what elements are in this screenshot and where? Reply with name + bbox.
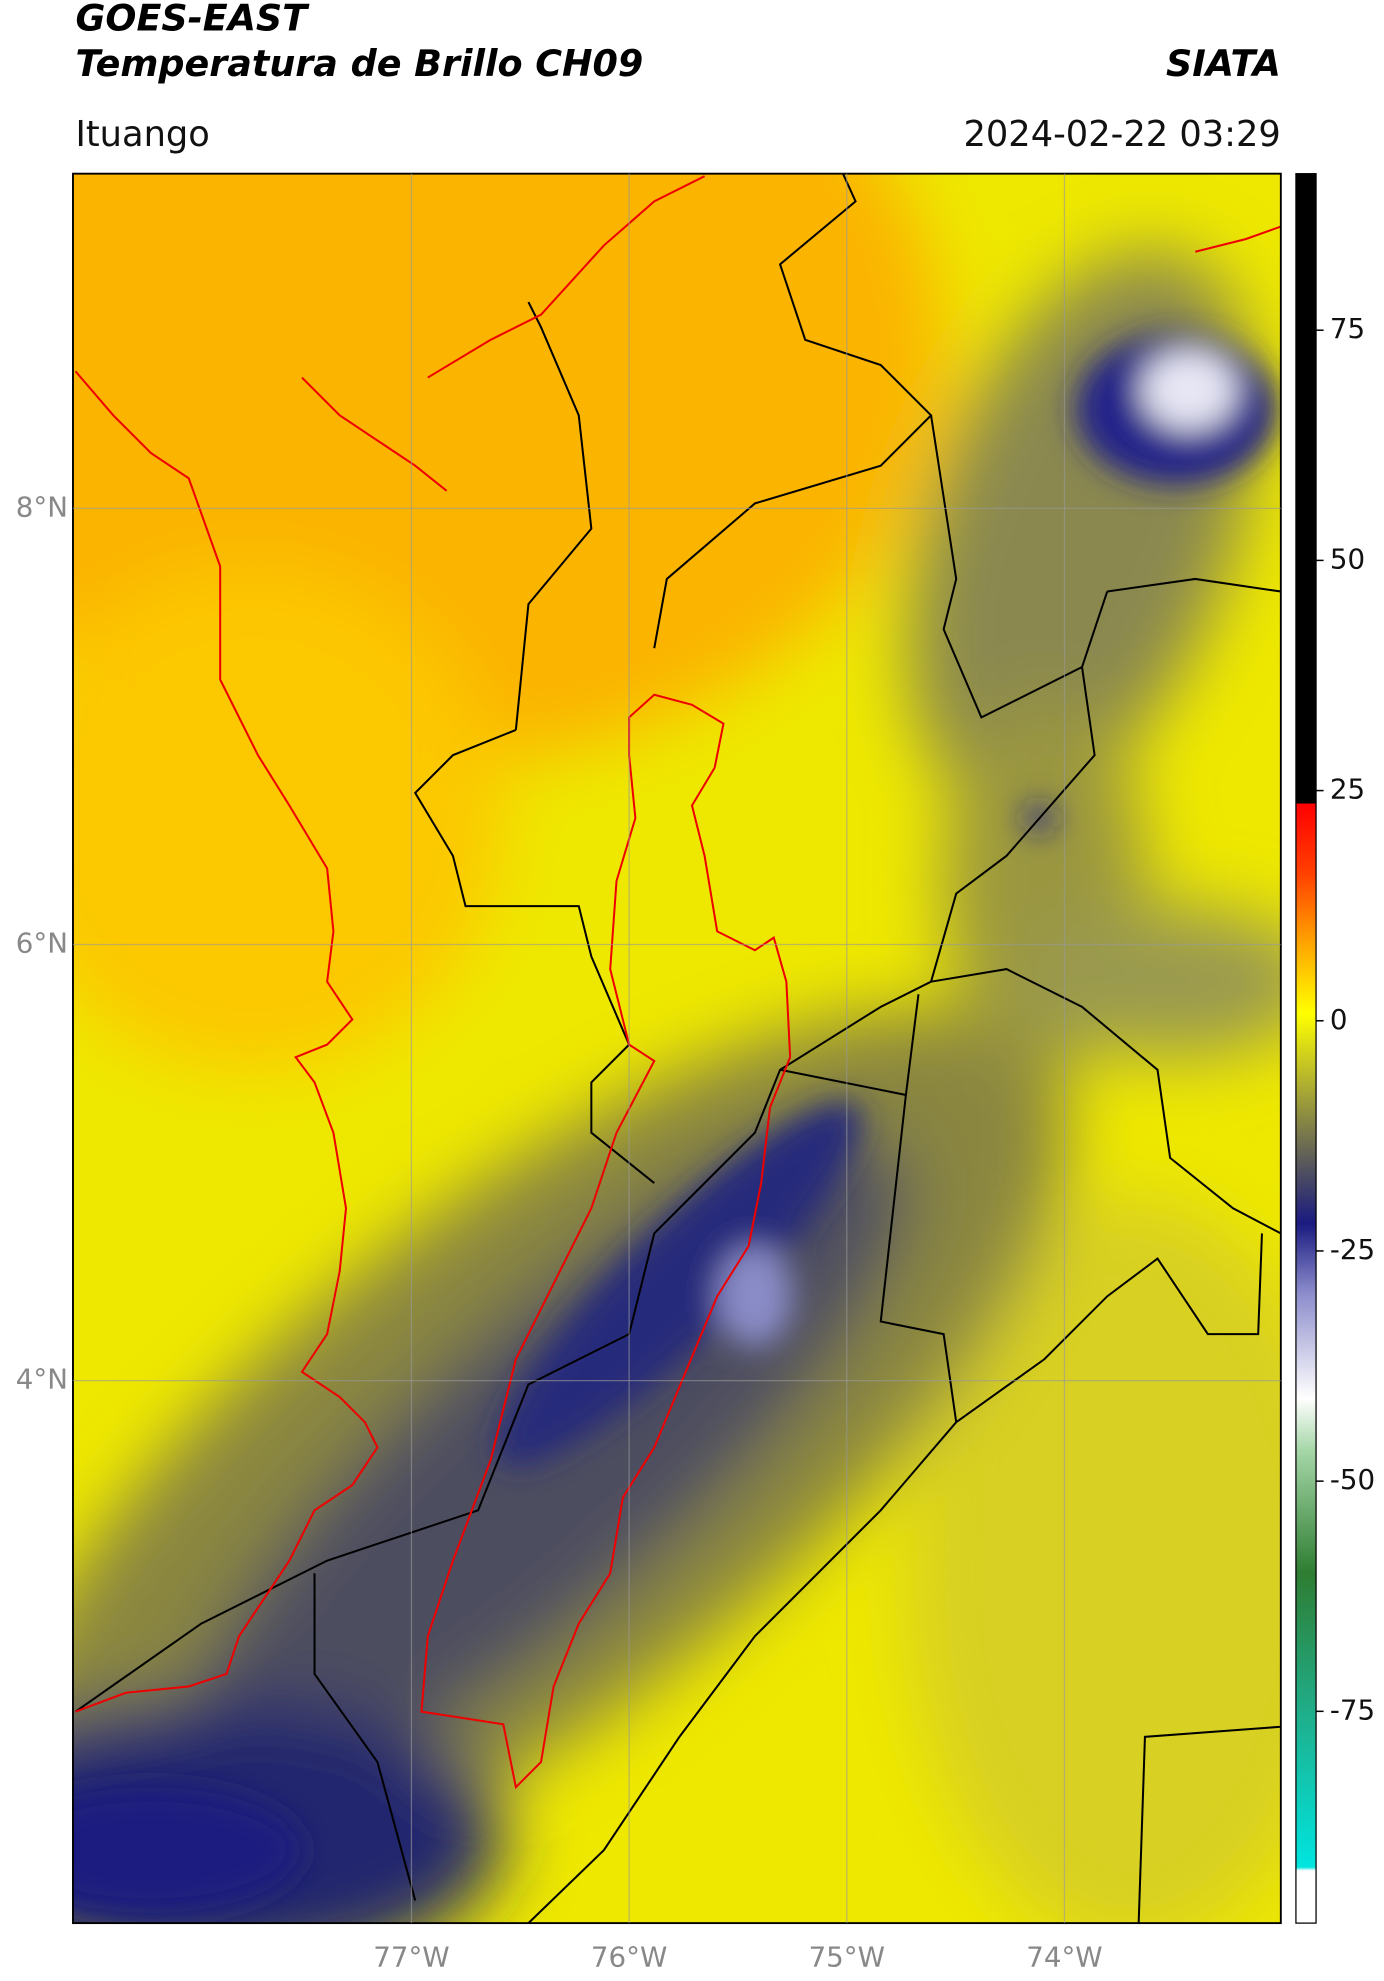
lon-tick-label: 74°W — [1026, 1940, 1102, 1973]
colorbar-tick-label: 75 — [1330, 312, 1365, 345]
datetime: 2024-02-22 03:29 — [964, 114, 1281, 155]
subtitle: Temperatura de Brillo CH09 — [75, 42, 643, 85]
lat-tick-label: 6°N — [16, 926, 68, 959]
map-frame — [72, 172, 1282, 1925]
colorbar-tick-label: -50 — [1330, 1463, 1375, 1496]
colorbar-tick-label: 25 — [1330, 773, 1365, 806]
colorbar-tick-label: -75 — [1330, 1693, 1375, 1726]
lat-tick-label: 4°N — [16, 1363, 68, 1396]
lon-tick-label: 77°W — [373, 1940, 449, 1973]
colorbar-tick-label: -25 — [1330, 1233, 1375, 1266]
colorbar — [1295, 173, 1317, 1924]
lat-tick-label: 8°N — [16, 490, 68, 523]
title: GOES-EAST — [75, 0, 310, 40]
lon-tick-label: 75°W — [809, 1940, 885, 1973]
source: SIATA — [1166, 42, 1281, 85]
location: Ituango — [75, 114, 209, 155]
lon-tick-label: 76°W — [591, 1940, 667, 1973]
colorbar-tick-label: 0 — [1330, 1003, 1348, 1036]
colorbar-tick-label: 50 — [1330, 542, 1365, 575]
